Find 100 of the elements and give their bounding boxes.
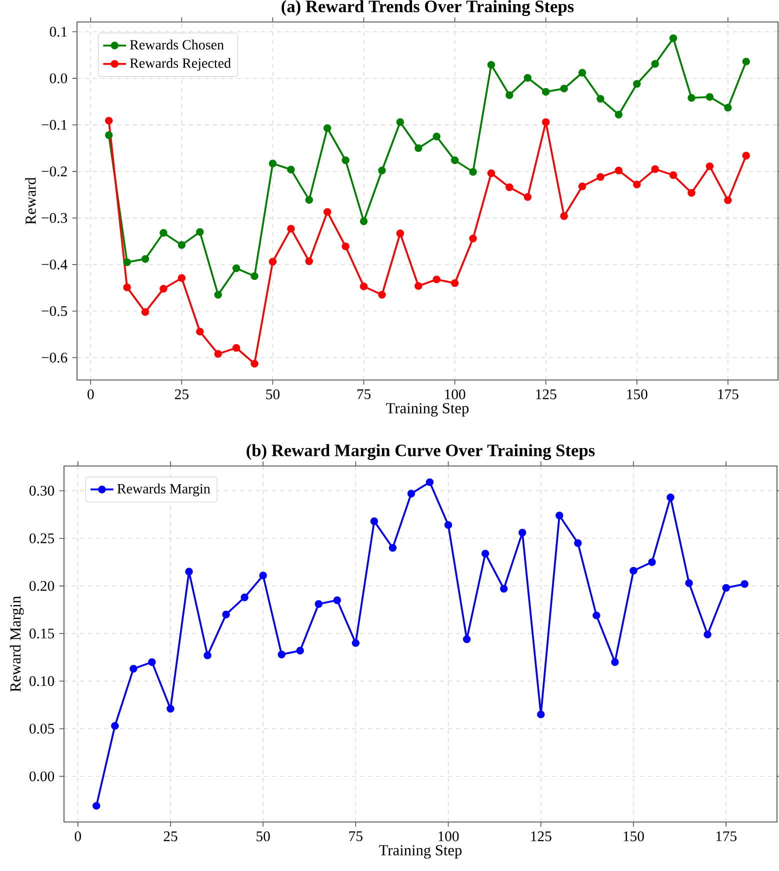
point xyxy=(651,165,659,173)
point xyxy=(724,196,732,204)
point xyxy=(432,132,440,140)
point xyxy=(740,580,748,588)
point xyxy=(450,156,459,164)
point xyxy=(560,84,568,92)
point xyxy=(123,283,131,292)
point xyxy=(704,630,712,638)
point xyxy=(742,152,750,160)
point xyxy=(444,521,452,529)
point xyxy=(141,308,150,316)
point xyxy=(524,193,532,201)
point xyxy=(352,639,360,647)
point xyxy=(706,162,714,170)
point xyxy=(669,171,678,180)
point xyxy=(724,104,732,112)
point xyxy=(500,584,508,593)
x-tick-label: 75 xyxy=(357,389,371,400)
point xyxy=(648,558,656,566)
point xyxy=(111,722,119,730)
point xyxy=(574,539,582,547)
point xyxy=(196,328,204,336)
x-tick-label: 175 xyxy=(718,389,738,400)
point xyxy=(305,196,314,204)
x-tick-label: 100 xyxy=(438,831,459,842)
y-tick-label: 0.0 xyxy=(50,73,68,84)
point xyxy=(742,58,750,66)
point xyxy=(166,704,174,713)
point xyxy=(268,258,277,266)
point xyxy=(542,118,550,126)
x-tick-label: 0 xyxy=(88,389,94,400)
point xyxy=(196,228,204,236)
point xyxy=(688,188,696,197)
x-axis-title: Training Step xyxy=(379,845,462,859)
y-tick-label: 0.00 xyxy=(30,771,54,782)
point xyxy=(259,572,267,580)
point xyxy=(432,276,440,284)
point xyxy=(407,490,416,498)
point xyxy=(342,242,350,250)
point xyxy=(323,124,332,132)
point xyxy=(360,217,368,226)
y-tick-label: 0.05 xyxy=(30,724,54,734)
y-tick-label: −0.6 xyxy=(42,352,68,363)
point xyxy=(130,664,138,673)
legend-label: Rewards Margin xyxy=(117,484,210,496)
point xyxy=(214,350,222,358)
point xyxy=(592,612,600,620)
point xyxy=(268,160,277,168)
x-tick-label: 175 xyxy=(716,831,736,842)
point xyxy=(323,208,332,216)
point xyxy=(596,94,604,103)
point xyxy=(104,116,113,125)
point xyxy=(148,658,156,666)
point xyxy=(378,166,386,174)
x-tick-label: 125 xyxy=(536,389,556,400)
point xyxy=(426,478,434,486)
point xyxy=(685,579,693,587)
point xyxy=(396,118,404,126)
x-tick-label: 150 xyxy=(627,389,648,400)
point xyxy=(450,279,459,288)
point xyxy=(651,60,659,68)
point xyxy=(314,600,323,608)
point xyxy=(232,344,240,352)
point xyxy=(537,710,545,718)
point xyxy=(481,550,490,558)
y-tick-label: −0.3 xyxy=(42,213,68,223)
point xyxy=(722,584,730,592)
x-tick-label: 50 xyxy=(256,831,270,842)
point xyxy=(524,74,532,82)
x-tick-label: 100 xyxy=(445,389,466,400)
point xyxy=(633,180,641,188)
legend-label: Rewards Rejected xyxy=(130,58,231,71)
point xyxy=(222,610,230,618)
point xyxy=(669,34,678,42)
point xyxy=(160,284,168,293)
point xyxy=(487,60,496,69)
point xyxy=(414,144,422,152)
point xyxy=(232,264,240,272)
point xyxy=(706,93,714,101)
y-tick-label: −0.2 xyxy=(42,166,67,176)
point xyxy=(123,258,131,266)
chart-title: (b) Reward Margin Curve Over Training Steps xyxy=(246,444,595,460)
point xyxy=(278,650,286,658)
point xyxy=(611,658,619,666)
point xyxy=(614,166,623,174)
point xyxy=(556,512,564,520)
y-axis-title: Reward Margin xyxy=(10,596,24,692)
point xyxy=(469,234,477,242)
point xyxy=(250,360,258,368)
point xyxy=(305,257,314,266)
point xyxy=(178,241,186,249)
y-tick-label: 0.1 xyxy=(50,26,67,37)
y-tick-label: 0.20 xyxy=(30,580,54,591)
point xyxy=(92,802,100,810)
point xyxy=(518,528,526,536)
y-tick-label: 0.25 xyxy=(30,533,54,544)
point xyxy=(160,229,168,237)
point xyxy=(388,544,397,552)
point xyxy=(378,290,386,299)
y-axis-title: Reward xyxy=(25,177,36,224)
